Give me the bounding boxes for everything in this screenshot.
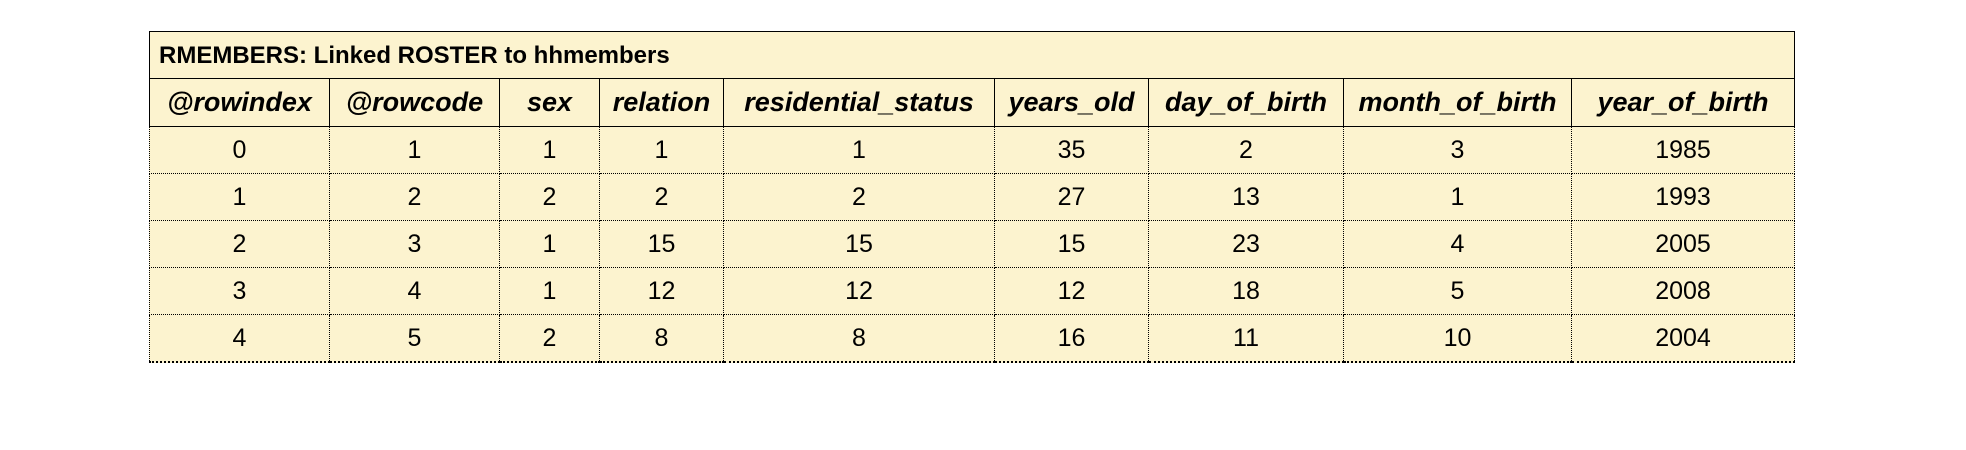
- table-row: 1 2 2 2 2 27 13 1 1993: [149, 173, 1795, 221]
- column-header-years-old: years_old: [994, 78, 1149, 127]
- roster-table: RMEMBERS: Linked ROSTER to hhmembers @ro…: [149, 31, 1795, 363]
- table-cell: 23: [1148, 220, 1344, 268]
- column-header-rowindex: @rowindex: [149, 78, 330, 127]
- table-row: 2 3 1 15 15 15 23 4 2005: [149, 220, 1795, 268]
- table-title: RMEMBERS: Linked ROSTER to hhmembers: [149, 31, 1795, 78]
- table-cell: 1: [1343, 173, 1572, 221]
- column-header-month-of-birth: month_of_birth: [1343, 78, 1572, 127]
- table-cell: 12: [994, 267, 1149, 315]
- table-cell: 1993: [1571, 173, 1795, 221]
- table-cell: 1: [499, 267, 600, 315]
- table-cell: 27: [994, 173, 1149, 221]
- table-row: 0 1 1 1 1 35 2 3 1985: [149, 126, 1795, 174]
- table-cell: 13: [1148, 173, 1344, 221]
- column-header-day-of-birth: day_of_birth: [1148, 78, 1344, 127]
- table-cell: 2: [499, 314, 600, 363]
- table-cell: 5: [329, 314, 500, 363]
- column-header-relation: relation: [599, 78, 724, 127]
- table-cell: 3: [329, 220, 500, 268]
- table-cell: 1: [329, 126, 500, 174]
- column-header-rowcode: @rowcode: [329, 78, 500, 127]
- table-cell: 15: [723, 220, 995, 268]
- table-row: 3 4 1 12 12 12 18 5 2008: [149, 267, 1795, 315]
- table-cell: 2: [599, 173, 724, 221]
- table-cell: 4: [149, 314, 330, 363]
- table-cell: 4: [329, 267, 500, 315]
- column-header-sex: sex: [499, 78, 600, 127]
- table-cell: 1985: [1571, 126, 1795, 174]
- table-cell: 1: [499, 220, 600, 268]
- table-cell: 2: [149, 220, 330, 268]
- table-cell: 15: [599, 220, 724, 268]
- table-cell: 12: [599, 267, 724, 315]
- table-cell: 2005: [1571, 220, 1795, 268]
- header-row: @rowindex @rowcode sex relation resident…: [149, 78, 1795, 127]
- table-row: 4 5 2 8 8 16 11 10 2004: [149, 314, 1795, 363]
- table-cell: 0: [149, 126, 330, 174]
- table-cell: 11: [1148, 314, 1344, 363]
- table-cell: 1: [599, 126, 724, 174]
- table-cell: 16: [994, 314, 1149, 363]
- table-cell: 18: [1148, 267, 1344, 315]
- table-cell: 12: [723, 267, 995, 315]
- table-cell: 2: [723, 173, 995, 221]
- table-cell: 1: [723, 126, 995, 174]
- table-cell: 2: [499, 173, 600, 221]
- column-header-residential-status: residential_status: [723, 78, 995, 127]
- table-cell: 2: [329, 173, 500, 221]
- table-cell: 5: [1343, 267, 1572, 315]
- table-cell: 1: [149, 173, 330, 221]
- table-cell: 10: [1343, 314, 1572, 363]
- table-cell: 3: [149, 267, 330, 315]
- table-cell: 1: [499, 126, 600, 174]
- roster-table-container: RMEMBERS: Linked ROSTER to hhmembers @ro…: [149, 31, 1795, 363]
- table-cell: 2008: [1571, 267, 1795, 315]
- table-cell: 8: [599, 314, 724, 363]
- table-cell: 8: [723, 314, 995, 363]
- table-cell: 3: [1343, 126, 1572, 174]
- table-cell: 35: [994, 126, 1149, 174]
- table-cell: 2: [1148, 126, 1344, 174]
- column-header-year-of-birth: year_of_birth: [1571, 78, 1795, 127]
- table-cell: 2004: [1571, 314, 1795, 363]
- table-cell: 15: [994, 220, 1149, 268]
- table-cell: 4: [1343, 220, 1572, 268]
